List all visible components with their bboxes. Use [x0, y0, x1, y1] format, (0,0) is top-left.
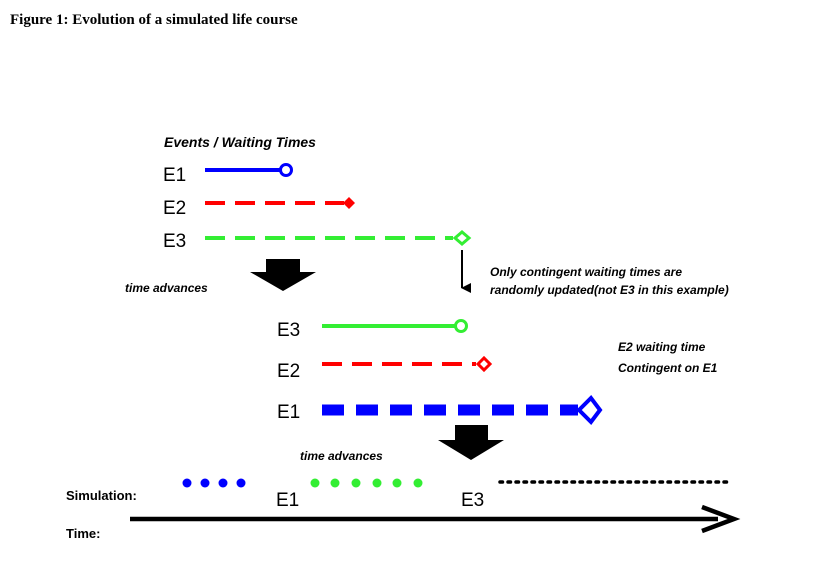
stage2-row-e3-label: E3	[277, 320, 300, 341]
stage1-e2-diamond-marker	[343, 197, 355, 209]
green-dot	[372, 478, 382, 488]
time-advances-label-1: time advances	[125, 281, 208, 295]
timeline-event-e1: E1	[276, 490, 299, 511]
simulation-green-dots	[310, 478, 423, 488]
time-label: Time:	[66, 526, 100, 541]
events-header: Events / Waiting Times	[164, 134, 316, 150]
stage1-row-e1-label: E1	[163, 165, 186, 186]
blue-dot	[182, 478, 192, 488]
stage1-group: E1 E2 E3	[163, 163, 472, 252]
green-dot	[392, 478, 402, 488]
time-advance-arrow-2	[438, 425, 504, 460]
time-advances-label-2: time advances	[300, 449, 383, 463]
green-dot	[413, 478, 423, 488]
blue-dot	[236, 478, 246, 488]
green-dot	[310, 478, 320, 488]
green-dot	[351, 478, 361, 488]
stage1-row-e3-label: E3	[163, 231, 186, 252]
e2-note-line1: E2 waiting time	[618, 340, 706, 354]
figure-title: Figure 1: Evolution of a simulated life …	[10, 12, 298, 28]
green-dot	[330, 478, 340, 488]
stage2-row-e1-label: E1	[277, 402, 300, 423]
contingent-note-line2: randomly updated(not E3 in this example)	[490, 283, 729, 297]
stage2-group: E3 E2 E1	[277, 319, 603, 426]
time-advance-arrow-1	[250, 259, 316, 291]
stage2-e2-open-diamond-marker	[475, 355, 493, 373]
simulation-label: Simulation:	[66, 488, 137, 503]
blue-dot	[218, 478, 228, 488]
blue-dot	[200, 478, 210, 488]
stage2-row-e2-label: E2	[277, 361, 300, 382]
contingent-note-line1: Only contingent waiting times are	[490, 265, 682, 279]
stage1-e1-circle-marker	[279, 163, 293, 177]
time-axis-arrowhead	[701, 504, 741, 534]
timeline-event-e3: E3	[461, 490, 484, 511]
simulation-blue-dots	[182, 478, 246, 488]
stage2-e1-open-diamond-marker	[576, 394, 603, 426]
stage2-e3-circle-marker	[454, 319, 468, 333]
stage1-e3-open-diamond-marker	[452, 230, 472, 246]
stage1-row-e2-label: E2	[163, 198, 186, 219]
e2-note-line2: Contingent on E1	[618, 361, 718, 375]
